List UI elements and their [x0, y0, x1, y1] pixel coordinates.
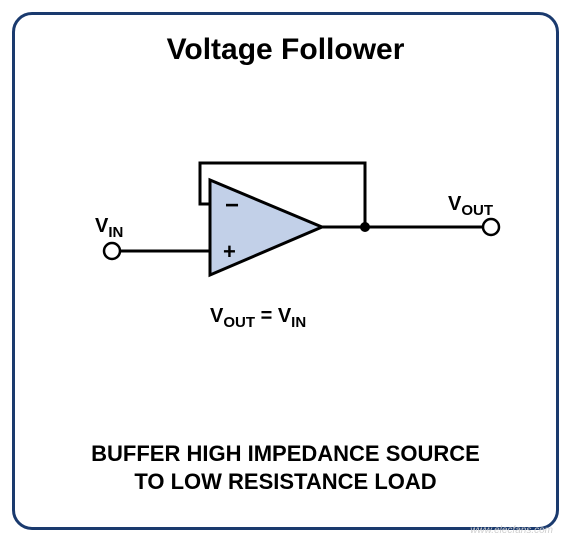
minus-sign: − [225, 192, 239, 219]
vin-terminal [104, 243, 120, 259]
subtitle-line2: TO LOW RESISTANCE LOAD [134, 469, 436, 494]
eq-left-sub: OUT [223, 314, 255, 331]
diagram-card: Voltage Follower − + [12, 12, 559, 530]
vin-main: V [95, 215, 108, 237]
eq-right-sub: IN [291, 314, 306, 331]
equation-label: VOUT = VIN [210, 305, 306, 331]
subtitle-line1: BUFFER HIGH IMPEDANCE SOURCE [91, 441, 480, 466]
junction-dot [360, 222, 370, 232]
diagram-subtitle: BUFFER HIGH IMPEDANCE SOURCE TO LOW RESI… [91, 440, 480, 497]
vout-main: V [448, 193, 461, 215]
vout-terminal [483, 219, 499, 235]
circuit-diagram: − + VIN VOUT VOUT = VIN [65, 135, 515, 355]
vin-sub: IN [108, 224, 123, 241]
eq-left-main: V [210, 305, 223, 327]
vin-label: VIN [95, 215, 123, 241]
plus-sign: + [223, 239, 236, 264]
eq-sign: = [255, 305, 278, 327]
vout-sub: OUT [461, 202, 493, 219]
eq-right-main: V [278, 305, 291, 327]
vout-label: VOUT [448, 193, 493, 219]
diagram-title: Voltage Follower [167, 33, 405, 67]
